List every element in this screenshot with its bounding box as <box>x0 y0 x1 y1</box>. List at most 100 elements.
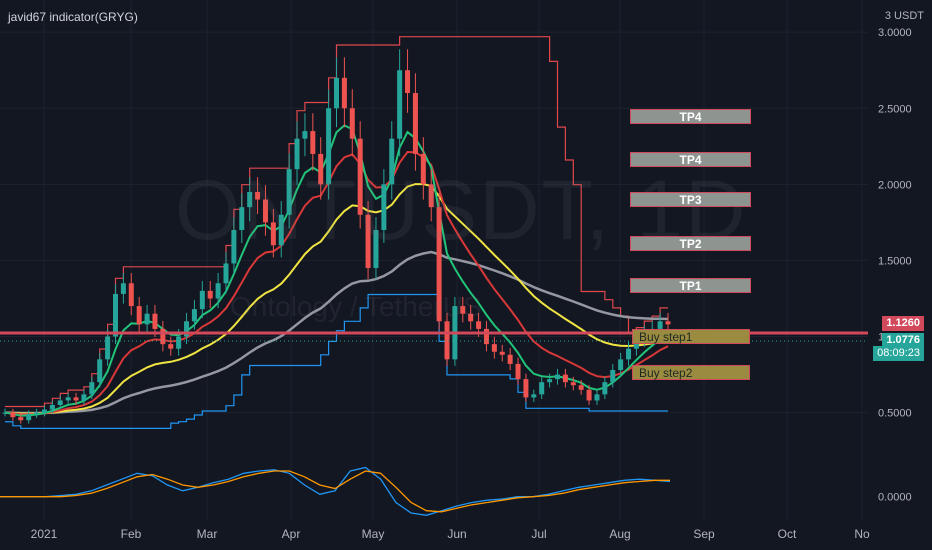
candle-body <box>562 374 568 383</box>
candle-body <box>2 412 8 414</box>
candle-body <box>515 363 521 380</box>
x-tick-label: Jul <box>531 527 546 541</box>
candle-body <box>357 138 363 215</box>
candle-body <box>555 374 560 380</box>
candle-body <box>152 313 158 329</box>
candle-body <box>97 359 103 383</box>
candle-body <box>49 405 55 410</box>
candle-body <box>89 382 95 395</box>
candle-body <box>318 153 324 185</box>
candle-body <box>120 283 126 294</box>
candle-body <box>199 290 205 310</box>
candle-body <box>444 321 450 360</box>
candle-body <box>231 230 237 264</box>
candle-body <box>531 394 537 398</box>
oscillator-line-blue <box>0 466 671 516</box>
candle-body <box>499 351 505 355</box>
candle-body <box>34 412 40 415</box>
x-tick-label: No <box>854 527 870 541</box>
candle-body <box>341 77 347 109</box>
candle-body <box>41 409 47 413</box>
buy-step-label: Buy step2 <box>632 365 750 381</box>
candle-body <box>334 77 339 109</box>
resistance-price-tag: 1.1260 <box>882 316 924 331</box>
candle-body <box>373 230 379 269</box>
candle-body <box>81 394 87 401</box>
candle-body <box>223 263 229 284</box>
candle-body <box>326 108 332 185</box>
candle-body <box>602 382 608 395</box>
x-tick-label: 2021 <box>31 527 58 541</box>
candle-body <box>113 293 118 337</box>
candle-body <box>507 354 513 364</box>
y-tick-label: 2.5000 <box>878 103 912 115</box>
x-tick-label: Oct <box>778 527 797 541</box>
candle-body <box>633 339 639 349</box>
y-tick-label: 0.5000 <box>878 408 912 420</box>
candle-body <box>136 306 142 325</box>
candle-body <box>468 313 474 322</box>
candle-body <box>286 169 292 215</box>
candle-body <box>73 397 79 401</box>
oscillator-line-orange <box>0 470 670 513</box>
candle-body <box>405 70 411 94</box>
x-tick-label: Feb <box>121 527 142 541</box>
candle-body <box>594 394 600 401</box>
tp-label: TP4 <box>630 152 751 167</box>
candle-body <box>310 131 316 154</box>
candle-body <box>657 321 663 329</box>
osc-y-tick-label: 0.0000 <box>878 492 912 504</box>
candle-body <box>539 382 545 395</box>
x-tick-label: Mar <box>197 527 218 541</box>
candle-body <box>247 191 253 208</box>
candle-body <box>255 191 261 200</box>
candle-body <box>665 321 671 325</box>
candle-body <box>105 336 111 360</box>
candle-body <box>428 184 434 208</box>
candle-body <box>476 321 482 329</box>
support-line <box>5 293 668 429</box>
candle-body <box>144 313 150 325</box>
candle-body <box>523 379 529 398</box>
candle-body <box>160 328 166 345</box>
candle-body <box>397 70 403 139</box>
candle-body <box>270 222 276 246</box>
candle-body <box>381 184 387 230</box>
candle-body <box>215 283 221 299</box>
candle-body <box>626 348 632 360</box>
countdown-tag: 08:09:23 <box>873 346 924 361</box>
candle-body <box>460 306 466 314</box>
candle-body <box>10 412 16 418</box>
candle-body <box>128 283 134 307</box>
candle-body <box>436 207 442 322</box>
candle-body <box>191 309 197 322</box>
candle-body <box>618 359 624 370</box>
ema-mid-line <box>4 150 669 416</box>
last-price-tag: 1.0776 <box>882 333 924 348</box>
ema-slow-line <box>4 183 669 415</box>
x-tick-label: Sep <box>693 527 715 541</box>
tp-label: TP3 <box>630 191 751 207</box>
y-tick-label: 2.0000 <box>878 179 912 191</box>
candle-body <box>26 414 32 421</box>
tp-label: TP4 <box>630 109 751 125</box>
indicator-title: javid67 indicator(GRYG) <box>8 10 138 24</box>
y-tick-label: 1.5000 <box>878 255 912 267</box>
candle-body <box>302 131 308 139</box>
x-tick-label: Jun <box>447 527 466 541</box>
buy-step-label: Buy step1 <box>632 328 750 344</box>
candle-body <box>365 214 371 269</box>
candle-body <box>18 417 24 421</box>
candle-body <box>420 153 426 185</box>
candle-body <box>389 138 395 185</box>
candle-body <box>349 108 355 139</box>
candle-body <box>207 290 213 299</box>
candle-body <box>176 336 182 349</box>
x-tick-label: May <box>362 527 385 541</box>
candle-body <box>278 214 284 246</box>
candle-body <box>570 382 576 386</box>
candle-body <box>184 321 190 337</box>
tp-label: TP1 <box>630 278 751 294</box>
